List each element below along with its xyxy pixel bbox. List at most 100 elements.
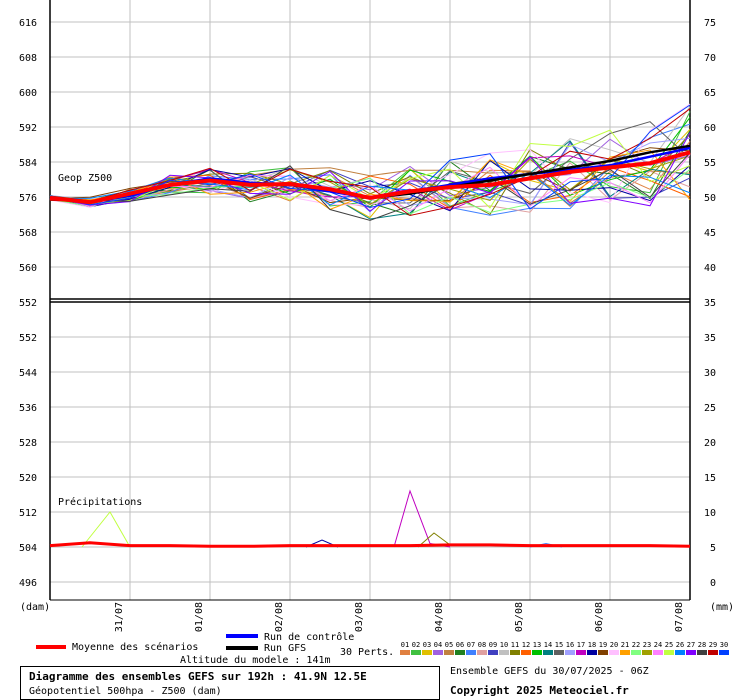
legend-pert-number: 04 xyxy=(434,641,442,649)
legend-pert-swatch xyxy=(686,650,696,655)
right-tick-label: 50 xyxy=(704,193,716,204)
legend-pert-swatch xyxy=(543,650,553,655)
right-tick-label: 30 xyxy=(704,368,716,379)
left-tick-label: 528 xyxy=(19,438,37,449)
legend-pert-swatch xyxy=(433,650,443,655)
ensemble-chart: 6166086005925845765685605527570656055504… xyxy=(19,0,734,658)
legend-pert-swatch xyxy=(411,650,421,655)
left-tick-label: 568 xyxy=(19,228,37,239)
legend-pert-number: 10 xyxy=(500,641,508,649)
right-tick-label: 5 xyxy=(710,543,716,554)
legend-pert-swatch xyxy=(675,650,685,655)
copyright: Copyright 2025 Meteociel.fr xyxy=(450,684,629,697)
left-tick-label: 520 xyxy=(19,473,37,484)
x-tick-label: 02/08 xyxy=(274,602,285,632)
legend-pert-number: 24 xyxy=(654,641,662,649)
right-tick-label: 35 xyxy=(704,298,716,309)
legend-pert-swatch xyxy=(422,650,432,655)
right-tick-label: 75 xyxy=(704,18,716,29)
top-panel-label: Geop Z500 xyxy=(58,173,112,184)
left-tick-label: 504 xyxy=(19,543,37,554)
legend-pert-number: 21 xyxy=(621,641,629,649)
legend-pert-swatch xyxy=(587,650,597,655)
legend-pert-number: 27 xyxy=(687,641,695,649)
right-tick-label: 45 xyxy=(704,228,716,239)
legend-pert-number: 30 xyxy=(720,641,728,649)
right-tick-label: 55 xyxy=(704,158,716,169)
legend-pert-swatch xyxy=(477,650,487,655)
precip-member-line xyxy=(81,511,131,548)
legend-pert-number: 08 xyxy=(478,641,486,649)
legend-pert-swatch xyxy=(631,650,641,655)
right-tick-label: 20 xyxy=(704,438,716,449)
legend-pert-swatch xyxy=(620,650,630,655)
perturbation-line xyxy=(49,159,691,212)
left-tick-label: 616 xyxy=(19,18,37,29)
legend-pert-number: 16 xyxy=(566,641,574,649)
legend-pert-number: 02 xyxy=(412,641,420,649)
legend-pert-number: 14 xyxy=(544,641,552,649)
legend-pert-number: 17 xyxy=(577,641,585,649)
chart-title: Diagramme des ensembles GEFS sur 192h : … xyxy=(29,670,367,683)
right-tick-label: 65 xyxy=(704,88,716,99)
legend-perts-label: 30 Perts. xyxy=(340,647,394,658)
legend-pert-number: 03 xyxy=(423,641,431,649)
legend-pert-swatch xyxy=(510,650,520,655)
legend-pert-number: 12 xyxy=(522,641,530,649)
model-altitude: Altitude du modele : 141m xyxy=(180,655,331,666)
legend-pert-swatch xyxy=(653,650,663,655)
legend-pert-number: 18 xyxy=(588,641,596,649)
legend-pert-swatch xyxy=(609,650,619,655)
left-tick-label: 552 xyxy=(19,298,37,309)
x-tick-label: 04/08 xyxy=(434,602,445,632)
legend-pert-number: 05 xyxy=(445,641,453,649)
legend-pert-swatch xyxy=(565,650,575,655)
perturbation-line xyxy=(49,108,691,217)
legend-pert-number: 22 xyxy=(632,641,640,649)
x-tick-label: 05/08 xyxy=(514,602,525,632)
legend-pert-swatch xyxy=(719,650,729,655)
legend-pert-swatch xyxy=(488,650,498,655)
legend-pert-number: 09 xyxy=(489,641,497,649)
x-axis-unit-right: (mm) xyxy=(710,602,734,613)
left-tick-label: 512 xyxy=(19,508,37,519)
left-tick-label: 600 xyxy=(19,88,37,99)
x-axis-unit-left: (dam) xyxy=(20,602,50,613)
x-tick-label: 31/07 xyxy=(114,602,125,632)
left-tick-label: 536 xyxy=(19,403,37,414)
legend-pert-number: 28 xyxy=(698,641,706,649)
legend-pert-number: 06 xyxy=(456,641,464,649)
legend-pert-number: 07 xyxy=(467,641,475,649)
legend-pert-swatch xyxy=(400,650,410,655)
left-tick-label: 552 xyxy=(19,333,37,344)
right-tick-label: 35 xyxy=(704,333,716,344)
bottom-panel-label: Précipitations xyxy=(58,496,142,508)
chart-title-box: Diagramme des ensembles GEFS sur 192h : … xyxy=(20,666,440,700)
legend-pert-number: 23 xyxy=(643,641,651,649)
legend-pert-number: 26 xyxy=(676,641,684,649)
legend-pert-swatch xyxy=(466,650,476,655)
right-tick-label: 0 xyxy=(710,578,716,589)
legend-pert-number: 11 xyxy=(511,641,519,649)
right-tick-label: 10 xyxy=(704,508,716,519)
left-tick-label: 592 xyxy=(19,123,37,134)
ensemble-info: Ensemble GEFS du 30/07/2025 - 06Z xyxy=(450,666,649,677)
right-tick-label: 40 xyxy=(704,263,716,274)
legend-pert-swatch xyxy=(554,650,564,655)
legend-pert-swatch xyxy=(642,650,652,655)
x-tick-label: 03/08 xyxy=(354,602,365,632)
chart-subtitle: Géopotentiel 500hpa - Z500 (dam) xyxy=(29,686,222,697)
perturbation-line xyxy=(49,152,691,221)
right-tick-label: 15 xyxy=(704,473,716,484)
perturbation-line xyxy=(49,169,691,215)
x-tick-label: 01/08 xyxy=(194,602,205,632)
right-tick-label: 70 xyxy=(704,53,716,64)
left-tick-label: 496 xyxy=(19,578,37,589)
left-tick-label: 560 xyxy=(19,263,37,274)
precip-mean-line xyxy=(49,541,691,548)
left-tick-label: 608 xyxy=(19,53,37,64)
legend-pert-swatch xyxy=(708,650,718,655)
right-tick-label: 25 xyxy=(704,403,716,414)
legend-pert-number: 15 xyxy=(555,641,563,649)
legend-pert-number: 19 xyxy=(599,641,607,649)
